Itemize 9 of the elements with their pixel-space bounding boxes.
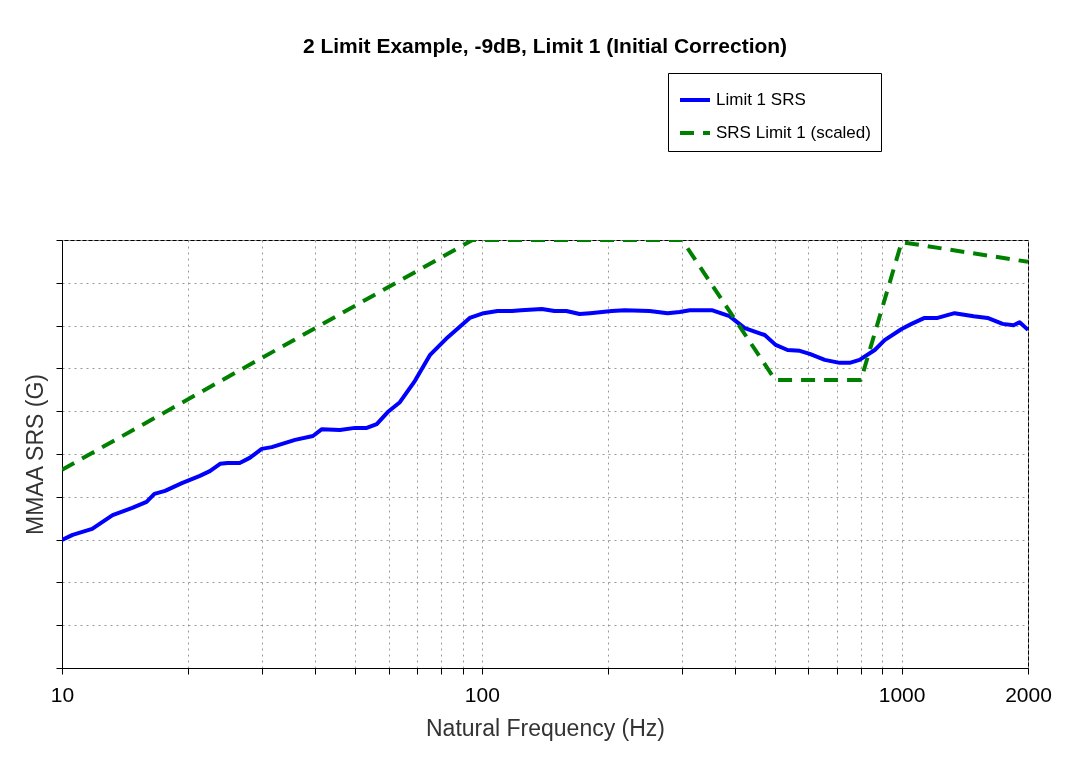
legend-label: SRS Limit 1 (scaled) bbox=[716, 123, 871, 142]
chart-title: 2 Limit Example, -9dB, Limit 1 (Initial Correction) bbox=[302, 33, 788, 57]
y-axis-title: MMAA SRS (G) bbox=[22, 373, 48, 536]
x-tick-label: 1000 bbox=[878, 682, 926, 706]
x-tick-label: 10 bbox=[50, 682, 75, 706]
x-tick-label: 100 bbox=[464, 682, 500, 706]
legend-label: Limit 1 SRS bbox=[716, 90, 806, 109]
x-tick-label: 2000 bbox=[1005, 682, 1052, 706]
x-axis-title: Natural Frequency (Hz) bbox=[425, 714, 666, 741]
